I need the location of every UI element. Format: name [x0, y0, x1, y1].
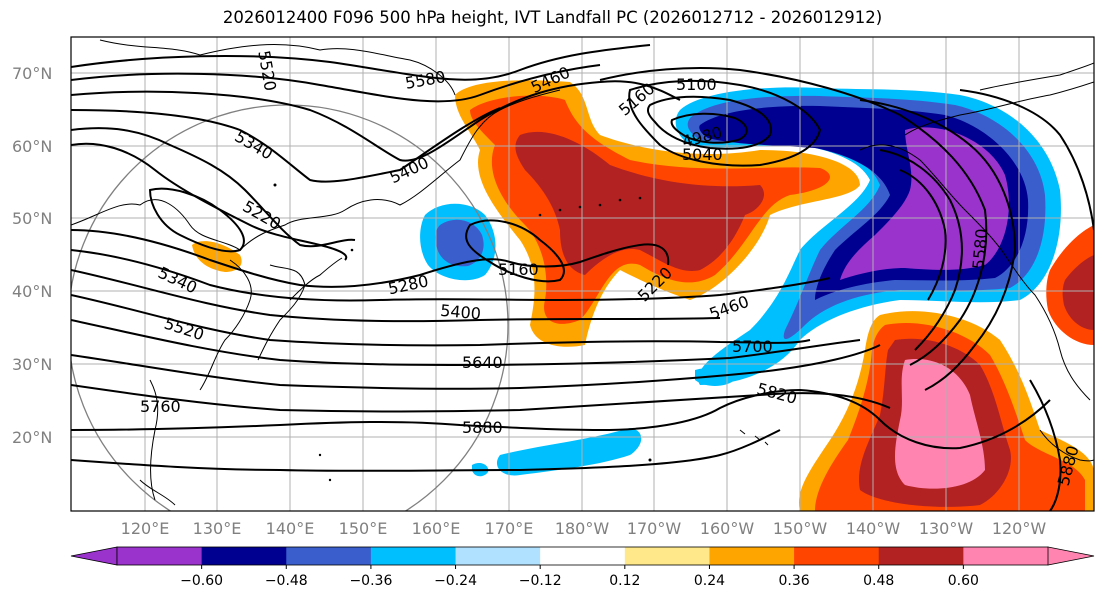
shade-positive-westpac-core	[515, 131, 765, 275]
lon-label: 120°E	[121, 519, 170, 538]
lat-label: 20°N	[12, 428, 52, 447]
lon-label: 170°E	[485, 519, 534, 538]
height-contours	[71, 44, 1094, 511]
contour-label: 5640	[462, 353, 503, 372]
lon-label: 160°W	[700, 519, 755, 538]
coastlines	[71, 39, 1094, 506]
longitude-labels: 120°E 130°E 140°E 150°E 160°E 170°E 180°…	[121, 519, 1047, 538]
colorbar-segment	[117, 547, 203, 565]
colorbar-tick-label: 0.48	[863, 573, 894, 589]
contour-label: 5040	[682, 145, 723, 164]
shade-negative-alaska-core	[840, 127, 1009, 280]
colorbar-tick-label: −0.48	[265, 573, 308, 589]
lon-label: 160°E	[412, 519, 461, 538]
colorbar-tick-label: 0.24	[694, 573, 725, 589]
colorbar-segment	[540, 547, 626, 565]
colorbar-segment	[963, 547, 1049, 565]
contour-label: 5400	[439, 301, 481, 323]
lon-label: 120°W	[992, 519, 1047, 538]
contour-label: 5100	[676, 75, 717, 94]
colorbar-tick-label: −0.24	[434, 573, 477, 589]
map-frame	[70, 36, 1095, 512]
map-title: 2026012400 F096 500 hPa height, IVT Land…	[222, 8, 883, 27]
colorbar-segment	[709, 547, 795, 565]
colorbar-extend-high	[1047, 546, 1095, 566]
colorbar-tick-label: 0.12	[609, 573, 640, 589]
lon-label: 150°E	[339, 519, 388, 538]
contour-label: 5160	[498, 260, 539, 279]
contour-label: 5880	[462, 418, 503, 437]
lat-label: 30°N	[12, 355, 52, 374]
colorbar-tick-label: −0.36	[349, 573, 392, 589]
colorbar-tick-label: −0.12	[519, 573, 562, 589]
colorbar-border	[116, 546, 1049, 566]
colorbar-tick-label: 0.36	[779, 573, 810, 589]
lat-label: 40°N	[12, 282, 52, 301]
colorbar-tick-label: 0.60	[948, 573, 979, 589]
lat-label: 70°N	[12, 64, 52, 83]
lon-label: 140°W	[846, 519, 901, 538]
lon-label: 130°W	[919, 519, 974, 538]
lon-label: 140°E	[266, 519, 315, 538]
lon-label: 130°E	[193, 519, 242, 538]
colorbar-tick-label: −0.60	[180, 573, 223, 589]
shade-negative-west-core	[435, 219, 484, 267]
lat-label: 50°N	[12, 209, 52, 228]
colorbar-segment	[201, 547, 287, 565]
colorbar-segment	[878, 547, 964, 565]
colorbar-segment	[794, 547, 880, 565]
colorbar-segment	[624, 547, 710, 565]
lon-label: 170°W	[627, 519, 682, 538]
shade-positive-eastpac-peak	[895, 359, 985, 489]
contour-label: 5580	[969, 228, 991, 270]
lon-label: 150°W	[773, 519, 828, 538]
colorbar: −0.60 −0.48 −0.36 −0.24 −0.12 0.12 0.24 0.36 0.4…	[70, 546, 1095, 589]
island-dots	[273, 183, 652, 482]
latitude-labels: 70°N 60°N 50°N 40°N 30°N 20°N	[12, 64, 52, 447]
shade-negative-subtrop	[496, 428, 642, 476]
shade-positive-coast-core	[1062, 255, 1094, 330]
lat-label: 60°N	[12, 137, 52, 156]
contour-label: 5760	[140, 397, 181, 416]
colorbar-segment	[370, 547, 457, 565]
colorbar-extend-low	[70, 546, 118, 566]
contour-label: 5700	[732, 337, 773, 356]
lon-label: 180°W	[555, 519, 610, 538]
colorbar-segment	[455, 547, 541, 565]
colorbar-segment	[286, 547, 372, 565]
